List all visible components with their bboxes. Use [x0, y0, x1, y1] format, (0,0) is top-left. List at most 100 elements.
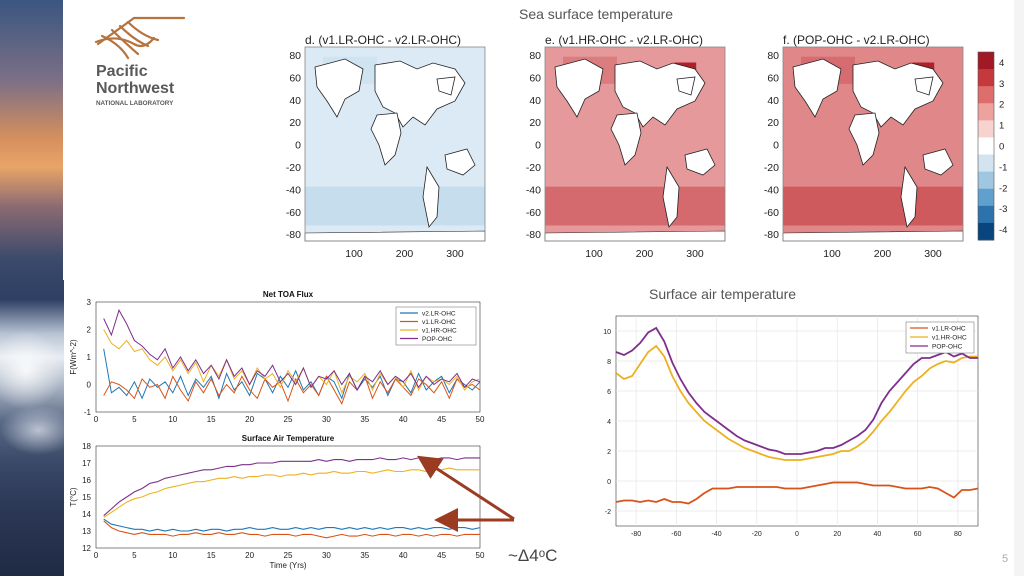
legend-label: v1.LR-OHC [422, 319, 456, 326]
continent-outline [314, 58, 364, 118]
lat-tick-label: -40 [286, 184, 301, 196]
series-line-v1-lr-ohc [103, 375, 481, 406]
lat-tick-label: 40 [529, 95, 541, 107]
lat-tick-label: -40 [526, 184, 541, 196]
continent-outline [614, 60, 706, 128]
map-frame [544, 46, 726, 242]
cloud-decoration [0, 330, 64, 410]
y-tick-label: 14 [82, 510, 91, 519]
colorbar-frame [977, 51, 995, 241]
chart-title: Net TOA Flux [263, 290, 314, 299]
colorbar-segment [978, 171, 994, 190]
lat-tick-label: 60 [767, 72, 779, 84]
x-tick-label: 25 [284, 415, 293, 422]
y-tick-label: 0 [87, 381, 92, 390]
continent-outline [554, 58, 604, 118]
colorbar-segment [978, 222, 994, 241]
y-tick-label: 17 [82, 459, 91, 468]
x-tick-label: 35 [360, 415, 369, 422]
y-tick-label: 8 [607, 359, 611, 366]
plot-area [95, 445, 481, 549]
colorbar-segment [978, 154, 994, 173]
x-tick-label: 5 [132, 551, 137, 560]
continent-outline [422, 165, 440, 228]
map-frame [304, 46, 486, 242]
lon-tick-label: 100 [585, 248, 603, 260]
legend-label: v1.HR-OHC [932, 335, 967, 342]
x-tick-label: 45 [437, 415, 446, 422]
legend-label: v1.HR-OHC [422, 328, 457, 335]
y-tick-label: 13 [82, 527, 91, 536]
x-tick-label: 10 [168, 415, 177, 422]
colorbar-segment [978, 103, 994, 121]
y-axis-label: T(°C) [69, 487, 78, 507]
continent-outline [914, 76, 934, 96]
sat-latitude-chart: -80-60-40-20020406080-20246810Latitudev1… [603, 315, 979, 536]
lon-tick-label: 200 [636, 248, 654, 260]
colorbar-tick-label: -2 [999, 183, 1007, 194]
y-tick-label: 18 [82, 442, 91, 451]
pnnl-logo: Pacific Northwest NATIONAL LABORATORY [94, 16, 186, 107]
lat-tick-label: -60 [764, 207, 779, 219]
antarctica-outline [304, 230, 486, 242]
series-line-v1-lr-ohc [615, 481, 979, 505]
colorbar-segment [978, 188, 994, 207]
lat-tick-label: -20 [526, 162, 541, 174]
continent-outline [444, 148, 476, 176]
map-title: f. (POP-OHC - v2.LR-OHC) [783, 33, 930, 47]
delta-annotation: ~Δ4ᵒC [508, 546, 558, 565]
continent-outline [676, 76, 696, 96]
lat-tick-label: -20 [764, 162, 779, 174]
continent-outline [922, 148, 954, 176]
lon-tick-label: 200 [396, 248, 414, 260]
lat-tick-label: -80 [526, 229, 541, 241]
map-title: e. (v1.HR-OHC - v2.LR-OHC) [545, 33, 703, 47]
x-tick-label: -20 [752, 531, 762, 536]
sat-section-title: Surface air temperature [649, 286, 797, 302]
x-tick-label: 30 [322, 415, 331, 422]
lat-tick-label: 60 [289, 72, 301, 84]
x-tick-label: 25 [284, 551, 293, 560]
lon-tick-label: 300 [446, 248, 464, 260]
y-tick-label: 0 [607, 479, 611, 486]
colorbar-segment [978, 69, 994, 87]
continent-outline [374, 60, 466, 128]
lon-tick-label: 100 [823, 248, 841, 260]
y-tick-label: 1 [87, 353, 92, 362]
colorbar-tick-label: 2 [999, 100, 1004, 111]
antarctica-outline [544, 230, 726, 242]
sat-time-chart: 0 5 10 15 20 25 30 35 40 45 50 12 13 14 15 16 17 18 Surfac… [69, 434, 485, 570]
chart-title: Surface Air Temperature [242, 434, 335, 443]
x-tick-label: 15 [207, 415, 216, 422]
page-number: 5 [1002, 553, 1009, 565]
y-tick-label: 4 [607, 419, 611, 426]
map-title: d. (v1.LR-OHC - v2.LR-OHC) [305, 33, 461, 47]
continent-outline [610, 112, 642, 166]
x-tick-label: 0 [94, 551, 99, 560]
logo-line1: Pacific [96, 63, 148, 80]
lat-tick-label: 60 [529, 72, 541, 84]
x-tick-label: -40 [711, 531, 721, 536]
lat-tick-label: 20 [289, 117, 301, 129]
colorbar-tick-label: 4 [999, 58, 1004, 69]
lon-tick-label: 300 [686, 248, 704, 260]
x-tick-label: 40 [399, 551, 408, 560]
x-tick-label: 40 [874, 531, 882, 536]
legend-label: POP-OHC [932, 344, 963, 351]
map-southern-band [545, 186, 725, 226]
series-line-v1-lr-ohc [103, 520, 480, 539]
x-tick-label: 15 [207, 551, 216, 560]
colorbar: 4 3 2 1 0 -1 -2 -3 -4 [977, 51, 1007, 241]
sst-map-1: d. (v1.LR-OHC - v2.LR-OHC)806040200-20-4… [286, 33, 486, 260]
legend-label: v1.LR-OHC [932, 326, 966, 333]
y-tick-label: 2 [87, 326, 92, 335]
x-tick-label: 30 [322, 551, 331, 560]
y-tick-label: 10 [603, 329, 611, 336]
lat-tick-label: 0 [295, 140, 301, 152]
x-tick-label: 35 [360, 551, 369, 560]
colorbar-tick-label: 1 [999, 121, 1004, 132]
y-tick-label: 2 [607, 449, 611, 456]
x-tick-label: 10 [168, 551, 177, 560]
continent-outline [370, 112, 402, 166]
lon-tick-label: 200 [874, 248, 892, 260]
